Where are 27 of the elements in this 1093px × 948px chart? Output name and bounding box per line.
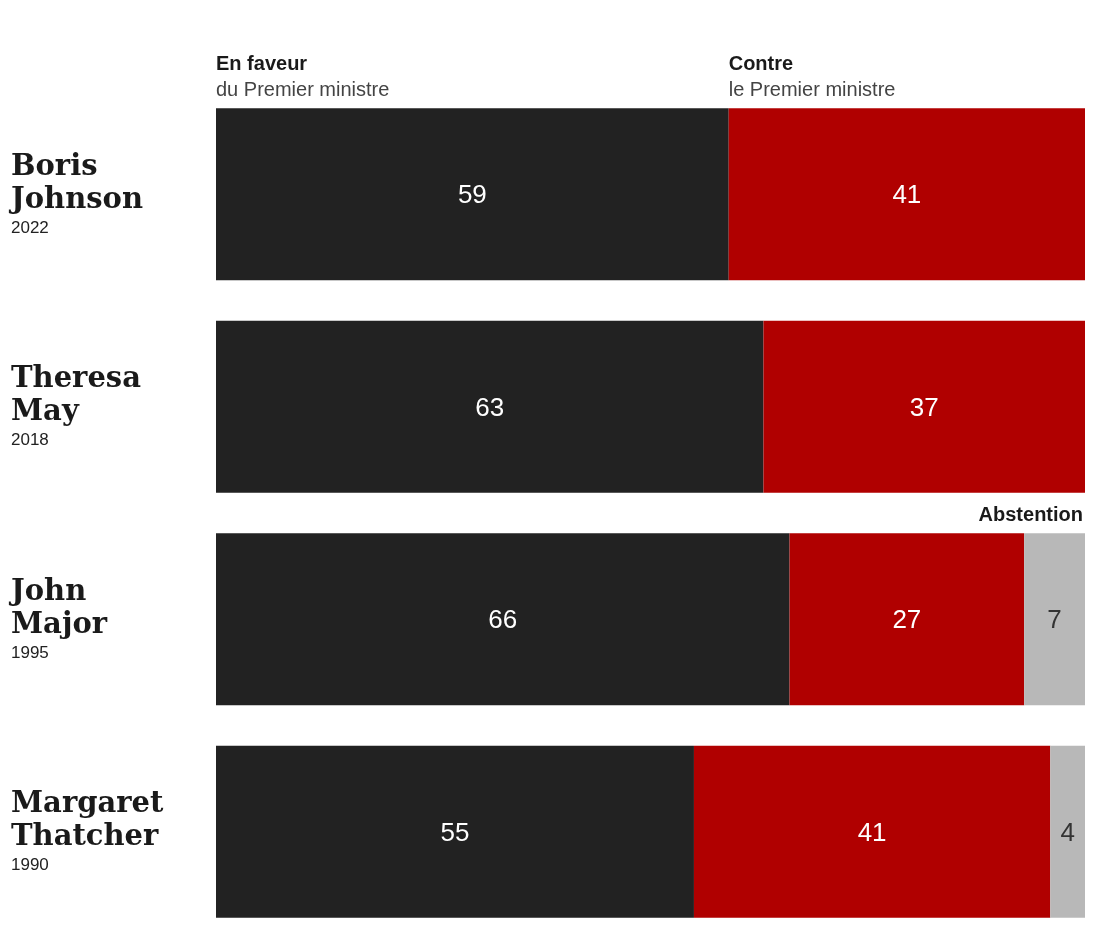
data-label: 27 — [892, 604, 922, 635]
data-label: 66 — [488, 604, 518, 635]
data-label: 59 — [457, 179, 487, 210]
data-label: 4 — [1060, 816, 1075, 847]
bar — [1050, 745, 1085, 918]
data-label: 37 — [909, 391, 939, 422]
y-tick-label: John Major 1995 — [8, 572, 108, 662]
bar — [728, 108, 1085, 281]
y-tick-label: Margaret Thatcher 1990 — [11, 785, 164, 875]
bar — [693, 745, 1051, 918]
bar — [216, 108, 729, 281]
data-label: 7 — [1047, 604, 1062, 635]
series-label: En faveur du Premier ministre — [216, 52, 390, 101]
series-label: Contre le Premier ministre — [728, 52, 896, 101]
bar — [216, 533, 790, 706]
data-label: 41 — [892, 179, 922, 210]
data-label: 63 — [475, 391, 505, 422]
y-tick-label: Theresa May 2018 — [11, 360, 142, 450]
bar — [216, 745, 694, 918]
y-tick-label: Boris Johnson 2022 — [8, 147, 143, 237]
bar — [216, 320, 764, 493]
series-label: Abstention — [978, 503, 1083, 526]
data-label: 41 — [857, 816, 887, 847]
bar — [763, 320, 1085, 493]
bar — [1024, 533, 1085, 706]
data-label: 55 — [440, 816, 470, 847]
bar — [789, 533, 1025, 706]
